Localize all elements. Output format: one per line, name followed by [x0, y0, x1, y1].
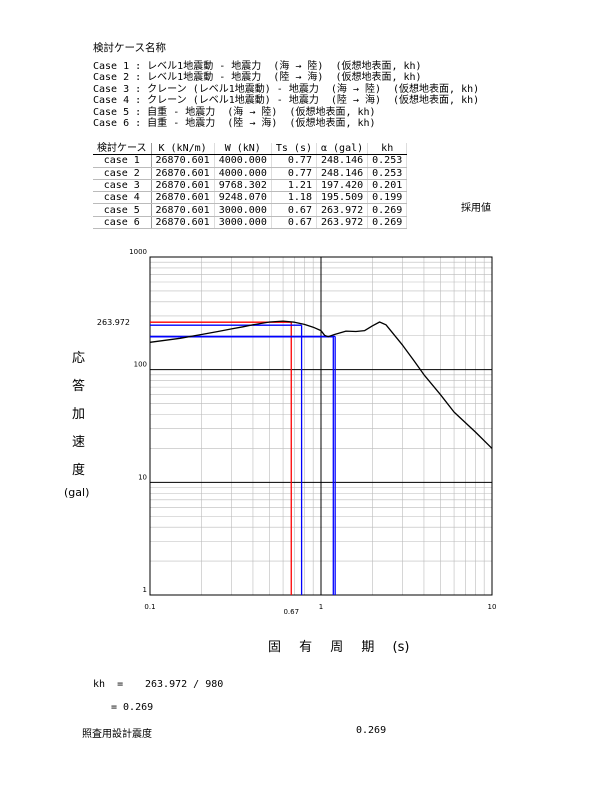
table-cell: 26870.601 — [151, 154, 215, 168]
table-cell: 4000.000 — [214, 154, 272, 168]
case-list: Case 1 : レベル1地震動 - 地震力 (海 → 陸) (仮想地表面, k… — [93, 61, 479, 129]
plot-frame — [149, 256, 493, 596]
calc-kh-label: kh = — [93, 679, 124, 690]
table-row: case 1 26870.601 4000.000 0.77 248.146 0.253 — [93, 154, 408, 168]
ylabel-char: 応 — [72, 351, 86, 366]
design-coefficient-value: 0.269 — [356, 725, 387, 736]
col-header-w: W (kN) — [214, 143, 272, 156]
table-cell: 0.201 — [367, 179, 408, 193]
table-cell: 1.18 — [271, 191, 317, 205]
table-cell: 26870.601 — [151, 167, 215, 180]
case-item: Case 1 : レベル1地震動 - 地震力 (海 → 陸) (仮想地表面, k… — [93, 61, 422, 72]
table-cell: 4000.000 — [214, 167, 272, 180]
table-cell: 0.77 — [271, 167, 317, 180]
table-cell: case 1 — [93, 154, 152, 168]
table-cell: case 6 — [93, 216, 152, 230]
calc-kh-result: = 0.269 — [111, 702, 154, 713]
design-coefficient-label: 照査用設計震度 — [82, 729, 152, 740]
y-tick-label: 1 — [143, 586, 147, 594]
ylabel-unit: (gal) — [64, 486, 90, 499]
case-item: Case 6 : 自重 - 地震力 (陸 → 海) (仮想地表面, kh) — [93, 118, 376, 130]
case-item: Case 3 : クレーン (レベル1地震動) - 地震力 (海 → 陸) (仮… — [93, 83, 480, 95]
y-tick-label: 1000 — [129, 248, 147, 256]
table-cell: case 3 — [93, 179, 152, 193]
y-tick-label: 100 — [134, 361, 147, 369]
table-cell: 0.67 — [271, 216, 317, 230]
table-row: case 5 26870.601 3000.000 0.67 263.972 0.269 — [93, 203, 408, 217]
case-item: Case 5 : 自重 - 地震力 (海 → 陸) (仮想地表面, kh) — [93, 106, 376, 118]
annotation-accel: 263.972 — [97, 318, 130, 327]
table-cell: 0.269 — [367, 203, 408, 217]
col-header-ts: Ts (s) — [271, 143, 317, 156]
table-cell: 248.146 — [316, 154, 369, 168]
ylabel-char: 答 — [72, 379, 86, 394]
table-cell: 248.146 — [316, 167, 369, 180]
ylabel-char: 加 — [72, 407, 86, 422]
calc-kh-expression: 263.972 / 980 — [145, 679, 224, 690]
table-cell: case 5 — [93, 203, 152, 217]
table-cell: 263.972 — [316, 216, 369, 230]
table-cell: 26870.601 — [151, 179, 215, 193]
annotation-period: 0.67 — [283, 608, 299, 616]
table-cell: 0.253 — [367, 167, 408, 180]
table-cell: 1.21 — [271, 179, 317, 193]
table-cell: 0.77 — [271, 154, 317, 168]
spectrum-curve — [149, 320, 493, 449]
x-tick-label: 0.1 — [144, 603, 155, 611]
table-cell: case 4 — [93, 191, 152, 205]
table-cell: 263.972 — [316, 203, 369, 217]
col-header-kh: kh — [367, 143, 408, 156]
adopted-label: 採用値 — [461, 203, 491, 214]
x-tick-label: 1 — [319, 603, 323, 611]
table-row: case 3 26870.601 9768.302 1.21 197.420 0.201 — [93, 179, 408, 193]
table-cell: 197.420 — [316, 179, 369, 193]
ylabel-char: 度 — [72, 463, 86, 478]
table-cell: 9248.070 — [214, 191, 272, 205]
table-cell: 3000.000 — [214, 203, 272, 217]
table-cell: 0.67 — [271, 203, 317, 217]
table-cell: 26870.601 — [151, 191, 215, 205]
col-header-case: 検討ケース — [93, 143, 152, 156]
col-header-alpha: α (gal) — [316, 143, 369, 156]
ylabel-char: 速 — [72, 435, 86, 450]
case-item: Case 4 : クレーン (レベル1地震動) - 地震力 (陸 → 海) (仮… — [93, 95, 480, 107]
table-cell: 9768.302 — [214, 179, 272, 193]
table-cell: 0.199 — [367, 191, 408, 205]
table-cell: 195.509 — [316, 191, 369, 205]
table-row: case 6 26870.601 3000.000 0.67 263.972 0.269 — [93, 216, 408, 230]
col-header-k: K (kN/m) — [151, 143, 215, 156]
y-tick-label: 10 — [138, 473, 147, 481]
table-cell: 0.253 — [367, 154, 408, 168]
case-table: 検討ケース K (kN/m) W (kN) Ts (s) α (gal) kh … — [93, 143, 408, 230]
x-axis-label: 固 有 周 期 (s) — [268, 640, 410, 655]
response-spectrum-chart: 0.1 1 10 1 10 100 1000 263.972 0.67 — [97, 248, 497, 616]
table-cell: 26870.601 — [151, 216, 215, 230]
table-cell: 26870.601 — [151, 203, 215, 217]
x-tick-label: 10 — [488, 603, 497, 611]
case-item: Case 2 : レベル1地震動 - 地震力 (陸 → 海) (仮想地表面, k… — [93, 72, 422, 84]
table-cell: 3000.000 — [214, 216, 272, 230]
table-cell: 0.269 — [367, 216, 408, 230]
table-header-row: 検討ケース K (kN/m) W (kN) Ts (s) α (gal) kh — [93, 143, 408, 156]
table-cell: case 2 — [93, 167, 152, 180]
page-heading: 検討ケース名称 — [93, 42, 166, 54]
table-row: case 2 26870.601 4000.000 0.77 248.146 0.253 — [93, 167, 408, 180]
table-row: case 4 26870.601 9248.070 1.18 195.509 0.199 — [93, 191, 408, 205]
